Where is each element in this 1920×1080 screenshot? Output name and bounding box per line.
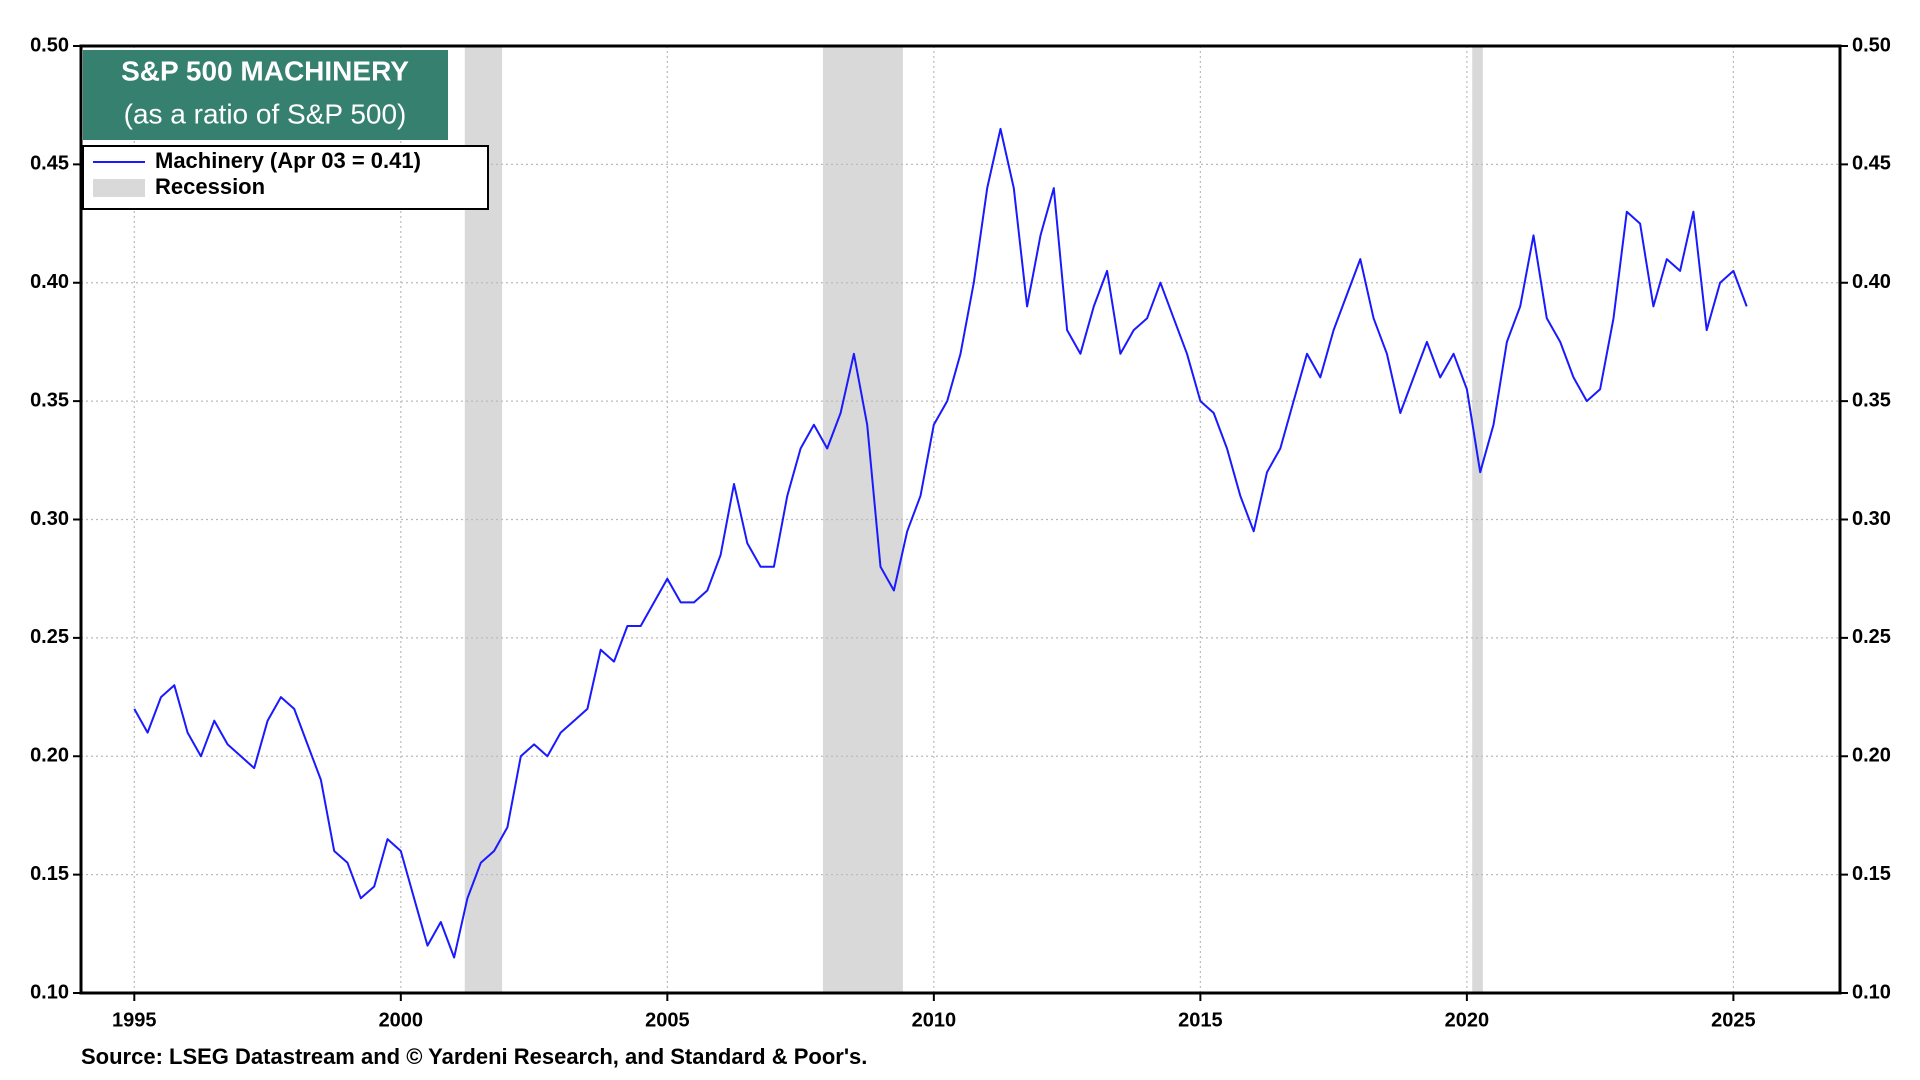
- source: Source: LSEG Datastream and © Yardeni Re…: [81, 1044, 867, 1069]
- chart-subtitle: (as a ratio of S&P 500): [124, 98, 407, 129]
- y-tick-label: 0.25: [30, 626, 69, 648]
- plot-frame: [79, 44, 1842, 995]
- y2-tick-label: 0.20: [1852, 745, 1891, 767]
- y2-tick-label: 0.50: [1852, 34, 1891, 56]
- x-tick-label: 2000: [379, 1009, 424, 1031]
- x-tick-label: 2020: [1445, 1009, 1490, 1031]
- x-tick-label: 2015: [1178, 1009, 1223, 1031]
- y2-tick-label: 0.40: [1852, 271, 1891, 293]
- y-tick-label: 0.40: [30, 271, 69, 293]
- legend-box: [82, 145, 489, 210]
- y2-tick-label: 0.15: [1852, 863, 1891, 885]
- x-tick-label: 1995: [112, 1009, 157, 1031]
- data-line: [133, 127, 1748, 959]
- chart-title: S&P 500 MACHINERY: [121, 55, 409, 86]
- y2-tick-label: 0.45: [1852, 153, 1891, 175]
- y2-tick-label: 0.10: [1852, 981, 1891, 1003]
- legend-label: Recession: [155, 174, 265, 199]
- x-tick-label: 2005: [645, 1009, 690, 1031]
- y-tick-label: 0.30: [30, 508, 69, 530]
- y2-tick-label: 0.30: [1852, 508, 1891, 530]
- y-tick-label: 0.50: [30, 34, 69, 56]
- x-tick-label: 2010: [912, 1009, 957, 1031]
- legend-swatch: [93, 179, 145, 197]
- y-tick-label: 0.20: [30, 745, 69, 767]
- title-box: [83, 50, 448, 140]
- y-tick-label: 0.45: [30, 153, 69, 175]
- y-tick-label: 0.10: [30, 981, 69, 1003]
- y2-tick-label: 0.35: [1852, 389, 1891, 411]
- legend-label: Machinery (Apr 03 = 0.41): [155, 148, 421, 173]
- y-tick-label: 0.15: [30, 863, 69, 885]
- y2-tick-label: 0.25: [1852, 626, 1891, 648]
- x-tick-label: 2025: [1711, 1009, 1756, 1031]
- y-tick-label: 0.35: [30, 389, 69, 411]
